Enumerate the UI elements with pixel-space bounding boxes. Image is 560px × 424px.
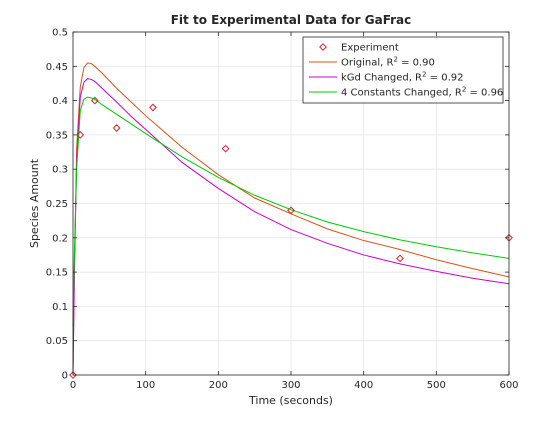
legend-label-value: = 0.90 [398, 58, 435, 69]
legend-label-value: = 0.96 [466, 88, 503, 99]
legend-label-superscript: 2 [462, 86, 466, 94]
legend-label-original: Original, R2 = 0.90 [341, 56, 435, 69]
x-axis-label: Time (seconds) [248, 394, 333, 407]
experiment-point [69, 371, 77, 379]
x-tick-label: 100 [136, 380, 155, 391]
experiment-point [221, 144, 230, 153]
x-tick-label: 400 [354, 380, 373, 391]
y-tick-label: 0.15 [46, 268, 68, 279]
x-tick-label: 600 [499, 380, 518, 391]
legend-label-text: 4 Constants Changed, R [341, 88, 462, 99]
y-tick-label: 0.05 [46, 336, 68, 347]
ticks: 0 100 200 300 400 500 600 0 0.05 0.1 0.15 0.2 0.25 0.… [46, 28, 519, 392]
y-axis-label: Species Amount [28, 158, 41, 248]
y-tick-label: 0.5 [52, 28, 68, 39]
series-line-4-constants-changed [72, 96, 510, 327]
experiment-point [287, 206, 295, 215]
experiment-point [112, 124, 121, 132]
y-tick-label: 0.4 [52, 96, 68, 107]
legend-label-text: Experiment [341, 43, 399, 54]
y-tick-label: 0.1 [52, 302, 68, 313]
y-tick-label: 0 [62, 371, 68, 382]
y-tick-label: 0.2 [52, 233, 68, 244]
experiment-point [76, 130, 85, 139]
experiment-point [90, 96, 99, 105]
x-tick-label: 0 [70, 380, 76, 391]
y-tick-label: 0.3 [52, 165, 68, 176]
legend-label-kgd-changed: kGd Changed, R2 = 0.92 [341, 71, 464, 84]
legend-label-text: Original, R [341, 58, 393, 69]
legend-label-experiment: Experiment [341, 43, 399, 54]
experiment-point [149, 103, 157, 112]
y-tick-label: 0.35 [46, 130, 68, 141]
x-tick-label: 500 [427, 380, 446, 391]
x-tick-label: 200 [209, 380, 228, 391]
legend-label-superscript: 2 [422, 71, 426, 79]
legend-label-value: = 0.92 [426, 73, 463, 84]
legend-marker-experiment [319, 43, 327, 51]
legend-label-4-constants-changed: 4 Constants Changed, R2 = 0.96 [341, 86, 503, 99]
y-tick-label: 0.25 [46, 199, 68, 210]
x-tick-label: 300 [281, 380, 300, 391]
legend-label-superscript: 2 [393, 56, 397, 64]
series-line-original [72, 62, 510, 376]
series-layer [69, 62, 513, 379]
legend-label-text: kGd Changed, R [341, 73, 422, 84]
experiment-point [396, 254, 404, 263]
chart-title: Fit to Experimental Data for GaFrac [171, 13, 412, 27]
series-line-kgd-changed [72, 78, 510, 376]
y-tick-label: 0.45 [46, 62, 68, 73]
